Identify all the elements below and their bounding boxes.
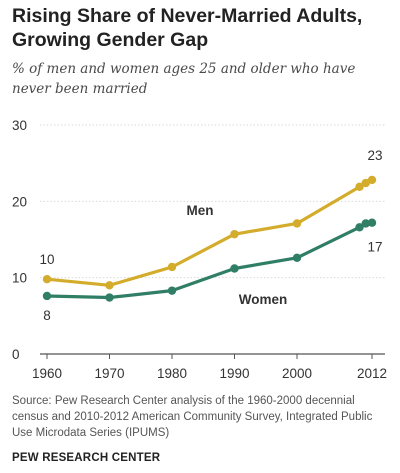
- men-data-label: 23: [367, 148, 382, 163]
- women-data-point: [292, 253, 302, 263]
- men-data-label: 10: [39, 252, 54, 267]
- women-series-line: [45, 221, 374, 300]
- men-data-point: [361, 178, 370, 188]
- title-line-1: Rising Share of Never-Married Adults,: [12, 5, 363, 27]
- title-line-2: Growing Gender Gap: [12, 29, 209, 51]
- line-chart: 0 10 20 30 1960 1970 1980 1990 2000 2012 Men Women 1…: [0, 108, 400, 390]
- y-tick-label: 10: [12, 271, 27, 286]
- men-series-line: [45, 178, 374, 287]
- x-tick-label: 1960: [32, 366, 62, 381]
- men-data-point: [355, 182, 364, 192]
- men-data-point: [367, 175, 377, 185]
- y-tick-label: 30: [12, 118, 27, 133]
- women-data-label: 8: [43, 308, 51, 323]
- women-data-point: [361, 219, 370, 228]
- x-tick-label: 2012: [357, 366, 387, 381]
- women-data-point: [105, 293, 114, 302]
- women-data-point: [355, 223, 364, 232]
- men-data-point: [230, 229, 239, 239]
- x-tick-label: 1990: [219, 366, 249, 381]
- x-tick-label: 2000: [282, 366, 312, 381]
- men-data-point: [105, 281, 114, 290]
- women-data-point: [230, 264, 239, 273]
- x-tick-label: 1970: [94, 366, 124, 381]
- women-data-point: [167, 286, 177, 295]
- women-data-point: [42, 291, 52, 301]
- y-tick-label: 0: [12, 347, 20, 362]
- source-note: Source: Pew Research Center analysis of …: [12, 395, 373, 439]
- men-data-point: [292, 219, 302, 228]
- y-tick-label: 20: [12, 194, 27, 209]
- men-data-point: [167, 262, 177, 272]
- women-series-label: Women: [239, 292, 288, 307]
- women-data-point: [367, 218, 377, 227]
- chart-title: Rising Share of Never-Married Adults, Gr…: [12, 4, 392, 52]
- x-tick-label: 1980: [157, 366, 187, 381]
- line-chart-svg: 0 10 20 30 1960 1970 1980 1990 2000 2012 Men Women 1…: [12, 118, 387, 381]
- men-series-label: Men: [187, 203, 214, 218]
- men-data-point: [42, 274, 52, 284]
- women-data-label: 17: [367, 240, 382, 255]
- organization-name: PEW RESEARCH CENTER: [12, 452, 161, 464]
- chart-subtitle: % of men and women ages 25 and older who…: [12, 61, 356, 97]
